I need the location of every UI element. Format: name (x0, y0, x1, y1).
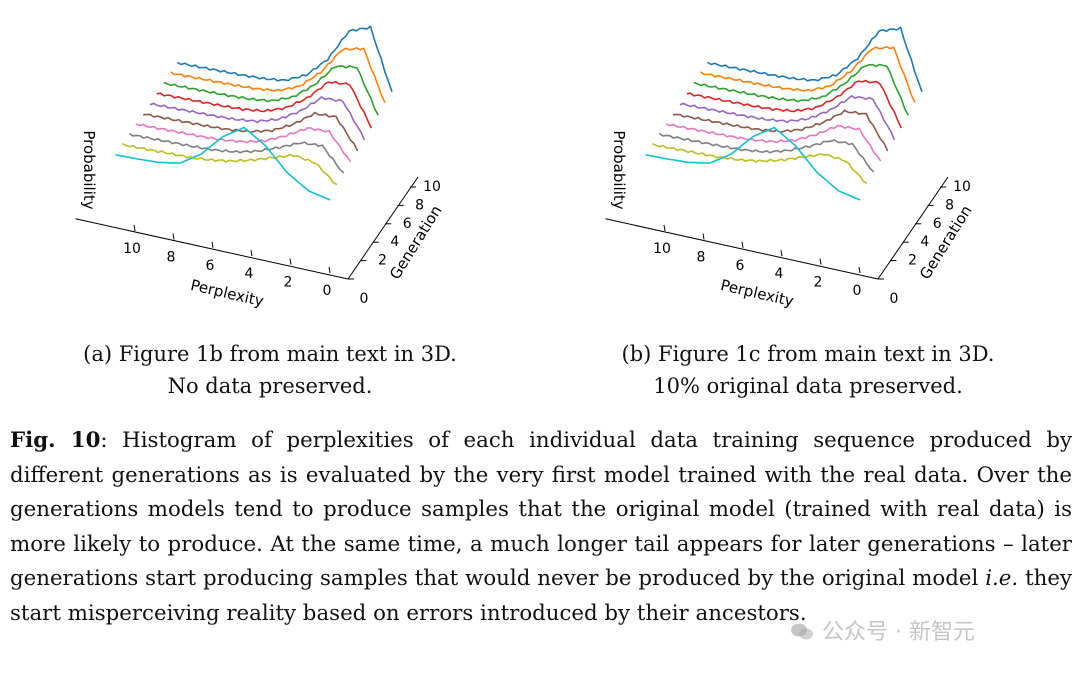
perplexity-tick-a-4 (289, 258, 292, 265)
perplexity-tick-a-2 (211, 241, 214, 248)
plot-panel-a: 10 8 6 4 2 0 0 2 4 6 8 10 Perplexity Generation Probab… (0, 0, 540, 330)
perplexity-tick-b-2 (741, 241, 744, 248)
series-line-b-gen-0 (645, 126, 861, 201)
perplexity-tick-label-a-2: 6 (206, 258, 215, 274)
caption-emphasis: i.e. (985, 566, 1019, 591)
perplexity-tick-label-a-1: 8 (167, 249, 176, 265)
generation-tick-label-b-0: 0 (890, 291, 899, 307)
wechat-icon (791, 623, 813, 640)
subcaption-b: (b) Figure 1c from main text in 3D. 10% … (538, 338, 1078, 402)
caption-label: Fig. 10 (10, 428, 101, 453)
perplexity-tick-a-5 (328, 266, 331, 274)
subcaption-a-line1: (a) Figure 1b from main text in 3D. (83, 342, 457, 366)
perplexity-axis-label-a: Perplexity (189, 276, 266, 310)
series-line-b-gen-2 (658, 132, 875, 173)
series-line-a-gen-7 (163, 65, 379, 116)
series-line-a-gen-9 (177, 25, 393, 93)
generation-tick-label-b-3: 6 (933, 216, 942, 232)
series-line-b-gen-4 (673, 109, 889, 152)
watermark-text: 公众号 · 新智元 (822, 620, 975, 645)
series-line-a-gen-0 (115, 126, 331, 201)
subcaption-a-line2: No data preserved. (167, 374, 373, 398)
perplexity-tick-label-b-1: 8 (697, 249, 706, 265)
perplexity-axis-b (605, 218, 879, 280)
series-line-b-gen-1 (652, 142, 868, 185)
generation-tick-label-b-4: 8 (945, 197, 954, 213)
perplexity-tick-b-3 (780, 250, 783, 257)
perplexity-tick-a-1 (172, 233, 175, 240)
perplexity-tick-b-1 (702, 233, 705, 240)
series-line-b-gen-6 (686, 79, 903, 129)
perplexity-tick-label-a-3: 4 (245, 266, 254, 282)
series-line-a-gen-2 (128, 132, 345, 174)
probability-axis-label-a: Probability (80, 130, 98, 209)
perplexity-tick-label-b-4: 2 (814, 275, 823, 291)
watermark: 公众号 · 新智元 (790, 614, 975, 646)
perplexity-tick-b-5 (858, 266, 861, 274)
series-line-b-gen-8 (700, 46, 916, 104)
generation-tick-label-b-5: 10 (953, 179, 971, 195)
perplexity-tick-a-0 (133, 224, 136, 232)
figure-caption: Fig. 10: Histogram of perplexities of ea… (10, 424, 1072, 631)
generation-axis-a (347, 176, 419, 280)
generation-axis-b (877, 176, 949, 280)
generation-tick-label-a-5: 10 (423, 179, 441, 195)
generation-tick-label-a-2: 4 (390, 234, 399, 250)
series-line-b-gen-9 (707, 26, 923, 93)
plot-panel-b: 10 8 6 4 2 0 0 2 4 6 8 10 Perplexity Generation Probab… (530, 0, 1070, 330)
perplexity-tick-b-4 (819, 258, 822, 265)
generation-tick-label-a-0: 0 (360, 291, 369, 307)
generation-tick-label-a-4: 8 (415, 197, 424, 213)
perplexity-tick-label-b-0: 10 (653, 241, 671, 257)
generation-tick-label-b-2: 4 (920, 234, 929, 250)
generation-tick-label-a-1: 2 (378, 253, 387, 269)
subcaption-a: (a) Figure 1b from main text in 3D. No d… (0, 338, 540, 402)
series-line-b-gen-7 (693, 63, 909, 116)
perplexity-tick-label-b-5: 0 (853, 283, 862, 299)
perplexity-tick-a-3 (250, 250, 253, 257)
perplexity-tick-label-a-5: 0 (323, 283, 332, 299)
perplexity-axis-a (75, 218, 349, 280)
series-line-b-gen-3 (665, 123, 882, 162)
caption-text-1: : Histogram of perplexities of each indi… (10, 428, 1072, 591)
subcaption-b-line2: 10% original data preserved. (653, 374, 963, 398)
series-line-a-gen-8 (170, 47, 386, 104)
caption-text-2: they start misperceiving reality based o… (10, 566, 1072, 626)
probability-axis-label-b: Probability (610, 130, 628, 209)
series-line-a-gen-5 (149, 96, 366, 141)
subcaption-b-line1: (b) Figure 1c from main text in 3D. (621, 342, 995, 366)
perplexity-tick-b-0 (663, 224, 666, 232)
generation-tick-label-a-3: 6 (403, 216, 412, 232)
perplexity-axis-label-b: Perplexity (719, 276, 796, 310)
series-line-a-gen-6 (156, 80, 373, 129)
series-line-a-gen-3 (135, 123, 352, 163)
series-line-a-gen-1 (122, 142, 338, 186)
perplexity-tick-label-b-2: 6 (736, 258, 745, 274)
perplexity-tick-label-b-3: 4 (775, 266, 784, 282)
series-line-b-gen-5 (679, 95, 896, 141)
perplexity-tick-label-a-4: 2 (284, 275, 293, 291)
perplexity-tick-label-a-0: 10 (123, 241, 141, 257)
generation-tick-label-b-1: 2 (908, 253, 917, 269)
